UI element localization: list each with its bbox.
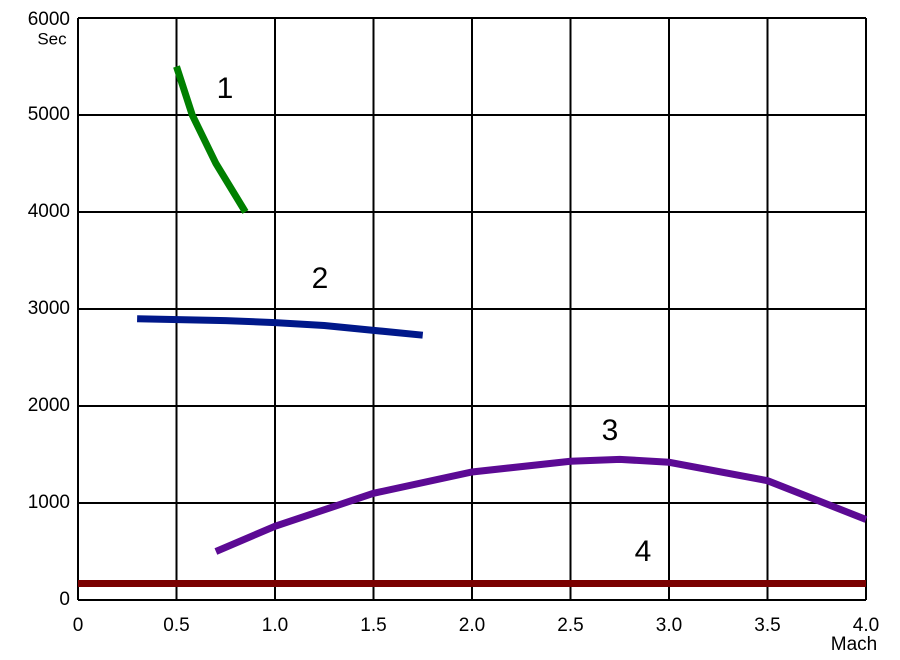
x-tick-label: 2.5 [557, 615, 583, 636]
y-tick-label: 0 [59, 589, 70, 610]
y-tick-label: 3000 [28, 298, 70, 319]
series-label: 1 [217, 72, 234, 105]
y-tick-label: 5000 [28, 104, 70, 125]
series-line [214, 455, 868, 555]
series-line [137, 315, 424, 339]
x-tick-label: 4.0 [853, 615, 879, 636]
x-tick-label: 1.0 [262, 615, 288, 636]
x-tick-label: 0.5 [163, 615, 189, 636]
y-axis-label: Sec [37, 29, 67, 48]
x-tick-label: 2.0 [459, 615, 485, 636]
series-line [173, 65, 249, 214]
series-label: 2 [312, 262, 329, 295]
series-label: 4 [635, 535, 652, 568]
x-tick-label: 1.5 [360, 615, 386, 636]
series-label: 3 [602, 414, 619, 447]
y-tick-label: 1000 [28, 492, 70, 513]
y-tick-label: 4000 [28, 201, 70, 222]
x-axis-label: Mach [831, 634, 877, 655]
x-tick-label: 3.0 [656, 615, 682, 636]
y-tick-label: 6000 [28, 9, 70, 30]
y-tick-label: 2000 [28, 395, 70, 416]
x-tick-label: 0 [73, 615, 84, 636]
x-tick-label: 3.5 [754, 615, 780, 636]
